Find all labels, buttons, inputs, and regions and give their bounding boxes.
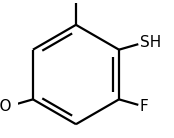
Text: F: F (72, 0, 80, 1)
Text: F: F (140, 99, 148, 114)
Text: SH: SH (140, 35, 161, 50)
Text: HO: HO (0, 99, 12, 114)
